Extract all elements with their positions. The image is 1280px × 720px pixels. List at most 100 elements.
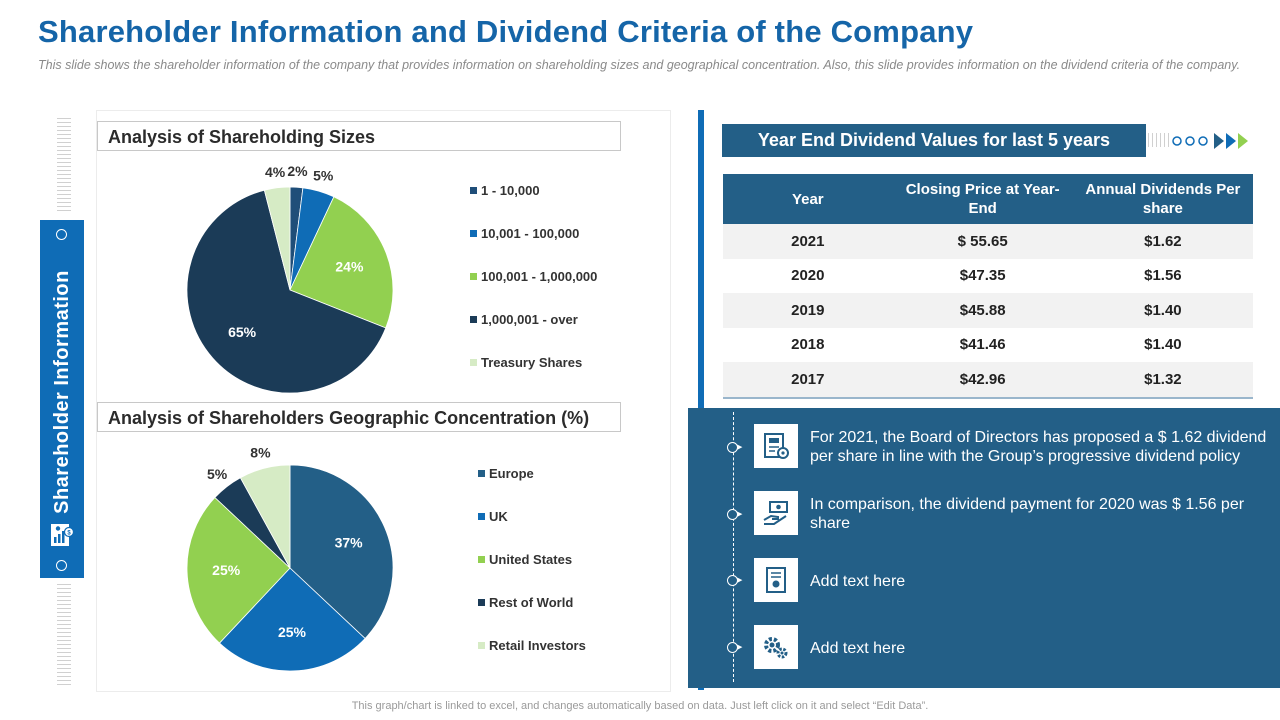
legend-label: Europe — [489, 466, 534, 481]
column-header-annual-dividends: Annual Dividends Per share — [1072, 174, 1253, 224]
legend-swatch — [470, 187, 477, 194]
pie-data-label: 2% — [287, 163, 308, 179]
legend-swatch — [470, 359, 477, 366]
info-text-1: For 2021, the Board of Directors has pro… — [810, 429, 1267, 465]
pie-slice-5 — [239, 464, 291, 569]
legend-item: Retail Investors — [478, 638, 586, 653]
dividend-table: Year Closing Price at Year-End Annual Di… — [723, 174, 1253, 399]
legend-swatch — [478, 642, 485, 649]
progress-dots-icon — [1172, 133, 1248, 149]
info-text-2: In comparison, the dividend payment for … — [810, 496, 1245, 532]
legend-swatch — [478, 470, 485, 477]
pie-data-label: 65% — [228, 324, 257, 340]
table-row: 2021 $ 55.65 $1.62 — [723, 224, 1253, 259]
certificate-icon — [754, 558, 798, 602]
legend-label: United States — [489, 552, 573, 567]
table-cell: 2019 — [723, 293, 893, 328]
gears-icon — [754, 625, 798, 669]
legend-item: 10,001 - 100,000 — [470, 226, 579, 241]
pie-data-label: 5% — [207, 466, 228, 482]
legend-item: UK — [478, 509, 508, 524]
legend-swatch — [470, 230, 477, 237]
legend-item: Rest of World — [478, 595, 573, 610]
timeline-dot — [727, 442, 738, 453]
geographic-concentration-pie: 37% 25% 25% 5% 8% — [186, 445, 394, 672]
pie-data-label: 37% — [335, 535, 364, 551]
info-text-3: Add text here — [810, 573, 906, 590]
circle-icon — [56, 229, 67, 240]
column-header-closing-price: Closing Price at Year-End — [892, 174, 1073, 224]
table-row: 2017 $42.96 $1.32 — [723, 362, 1253, 399]
table-cell: $1.56 — [1144, 267, 1182, 285]
legend-item: United States — [478, 552, 572, 567]
sidebar-label: Shareholder Information — [51, 270, 73, 514]
legend-label: 100,001 - 1,000,000 — [481, 269, 598, 284]
legend-swatch — [470, 316, 477, 323]
pie-slice-3 — [289, 196, 394, 329]
table-row: 2019 $45.88 $1.40 — [723, 293, 1253, 328]
pie-slice-3 — [186, 496, 291, 644]
dashed-decoration-left — [57, 118, 71, 214]
legend-label: Retail Investors — [489, 638, 586, 653]
column-header-year: Year — [723, 174, 893, 224]
table-cell: $1.62 — [1072, 224, 1253, 259]
legend-label: Treasury Shares — [481, 355, 583, 370]
charts-panel: Analysis of Shareholding Sizes 2% 5% 24% 65… — [96, 110, 671, 692]
money-hand-icon — [754, 491, 798, 535]
legend-swatch — [470, 273, 477, 280]
table-row: 2018 $41.46 $1.40 — [723, 328, 1253, 363]
legend-item: 1,000,001 - over — [470, 312, 578, 327]
timeline-arrow-icon: ▶ — [737, 511, 743, 518]
timeline-dot — [727, 509, 738, 520]
pie-data-label: 8% — [250, 445, 271, 461]
dividend-info-panel: ▶ For 2021, the Board of Directors has p… — [688, 408, 1280, 688]
table-cell: 2021 — [723, 224, 893, 259]
legend-swatch — [478, 556, 485, 563]
table-cell: $1.32 — [1072, 362, 1253, 399]
pie-slice-5 — [263, 186, 291, 291]
circle-icon — [56, 560, 67, 571]
pie-slice-1 — [289, 464, 394, 640]
pie-data-label: 4% — [265, 164, 286, 180]
table-cell: $ 55.65 — [892, 224, 1073, 259]
dashed-decoration-left-bottom — [57, 584, 71, 688]
chart1-title: Analysis of Shareholding Sizes — [97, 121, 621, 151]
page-subtitle: This slide shows the shareholder informa… — [38, 58, 1241, 72]
legend-swatch — [478, 513, 485, 520]
dashed-decoration-banner — [1148, 133, 1170, 147]
pie-slice-2 — [218, 567, 366, 672]
table-row: 2020 $47.35 $1.56 — [723, 259, 1253, 294]
pie-data-label: 24% — [335, 259, 364, 275]
timeline-arrow-icon: ▶ — [737, 444, 743, 451]
legend-item: Europe — [478, 466, 534, 481]
dividend-title: Year End Dividend Values for last 5 year… — [722, 124, 1146, 157]
footer-note: This graph/chart is linked to excel, and… — [351, 700, 929, 712]
legend-label: 10,001 - 100,000 — [481, 226, 580, 241]
chart-person-icon: $ — [49, 520, 75, 553]
page-title: Shareholder Information and Dividend Cri… — [38, 14, 974, 49]
pie-slice-4 — [186, 189, 387, 394]
timeline-arrow-icon: ▶ — [737, 644, 743, 651]
pie-data-label: 5% — [313, 168, 334, 184]
chart2-title: Analysis of Shareholders Geographic Conc… — [97, 402, 621, 432]
table-cell: $47.35 — [959, 267, 1006, 285]
pie-data-label: 25% — [212, 562, 241, 578]
legend-item: 100,001 - 1,000,000 — [470, 269, 597, 284]
table-cell: $42.96 — [892, 362, 1073, 399]
table-cell: 2017 — [723, 362, 893, 399]
timeline-dot — [727, 642, 738, 653]
legend-swatch — [478, 599, 485, 606]
legend-label: Rest of World — [489, 595, 574, 610]
legend-item: Treasury Shares — [470, 355, 582, 370]
table-cell: $41.46 — [959, 336, 1006, 354]
svg-text:$: $ — [67, 530, 71, 536]
legend-label: UK — [489, 509, 508, 524]
sidebar-shareholder-information: Shareholder Information $ — [40, 220, 84, 578]
right-accent-bar — [698, 110, 704, 690]
table-cell: 2020 — [791, 267, 825, 285]
table-cell: $1.40 — [1072, 293, 1253, 328]
report-gear-icon — [754, 424, 798, 468]
table-cell: $45.88 — [892, 293, 1073, 328]
table-cell: 2018 — [791, 336, 825, 354]
info-text-4: Add text here — [810, 640, 906, 657]
